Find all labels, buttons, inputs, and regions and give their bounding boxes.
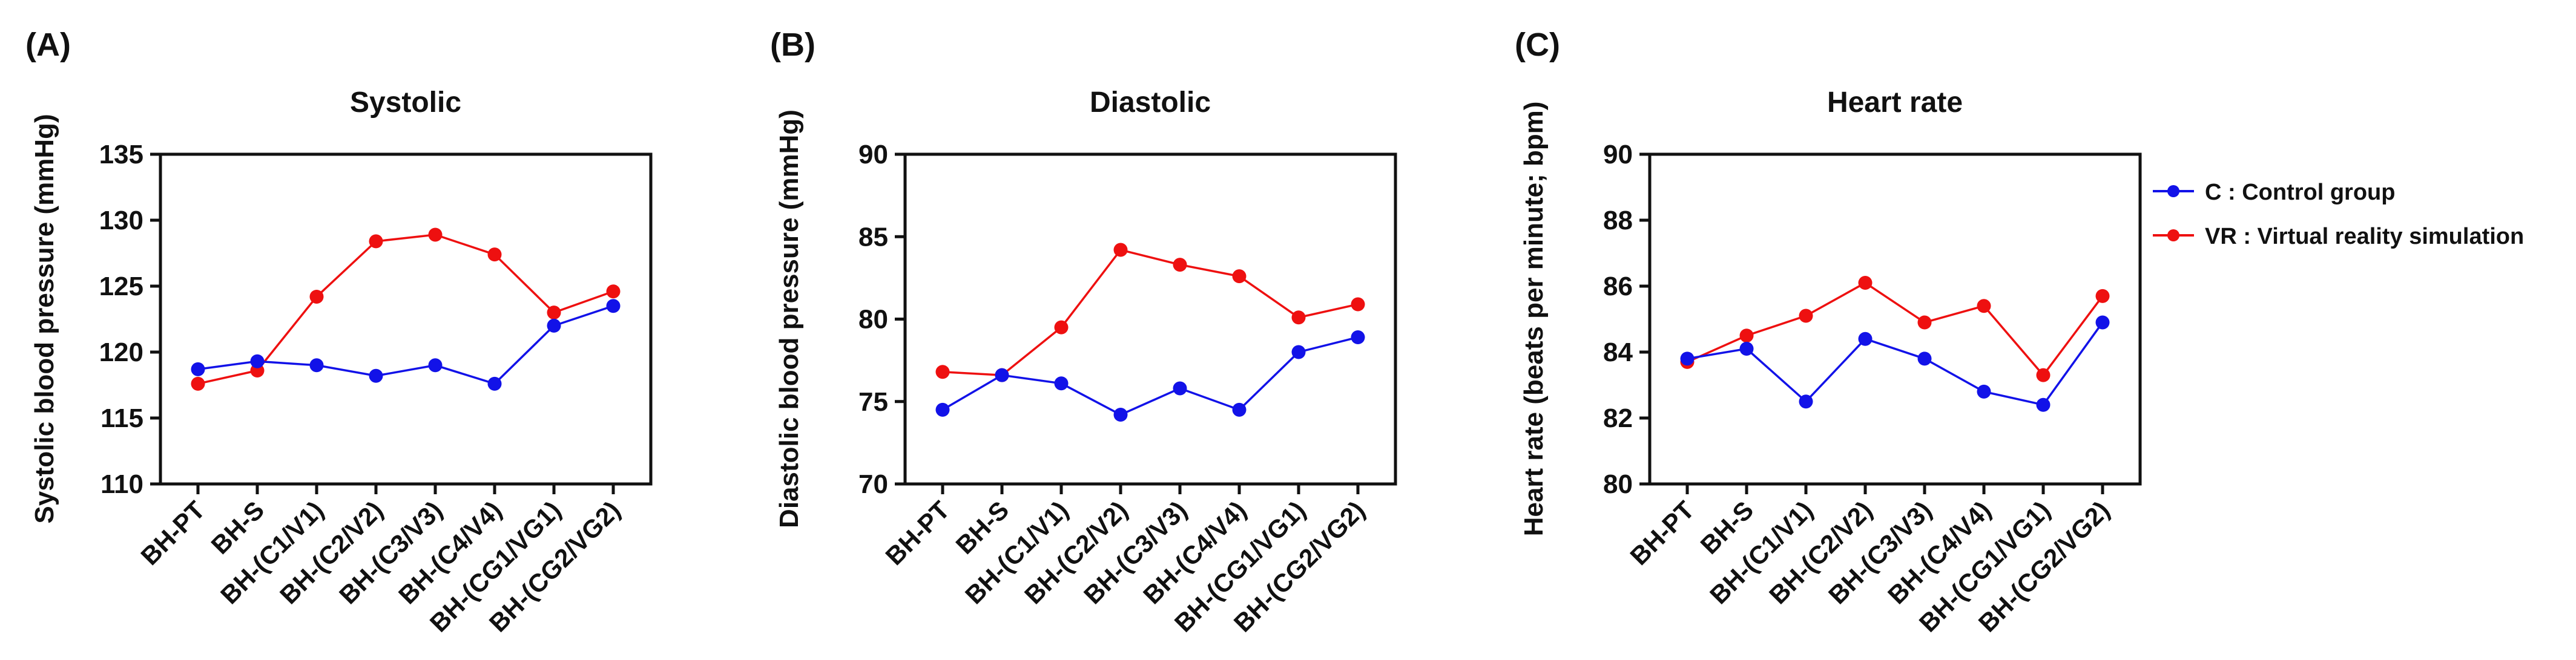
data-point [1113, 408, 1128, 422]
rendered-charts-layer: 110115120125130135BH-PTBH-SBH-(C1/V1)BH-… [99, 140, 2194, 638]
data-point [1173, 258, 1187, 272]
panel-b-label: (B) [770, 27, 815, 63]
legend [2153, 185, 2194, 241]
data-point [1054, 320, 1069, 335]
data-point [1858, 332, 1873, 346]
y-tick-label: 125 [99, 272, 143, 301]
plot-frame [159, 152, 653, 486]
legend-label-control-group: C : Control group [2205, 180, 2395, 205]
legend-marker-dot [2167, 229, 2179, 241]
data-point [1291, 310, 1306, 325]
data-point [995, 368, 1009, 382]
y-tick-label: 90 [1603, 140, 1633, 169]
data-point [428, 227, 443, 242]
x-tick-label: BH-PT [135, 495, 210, 570]
data-point [1799, 309, 1813, 323]
y-tick-label: 90 [858, 140, 888, 169]
chart-a-title: Systolic [350, 87, 461, 119]
data-point [2095, 315, 2110, 330]
chart-c-y-axis-title: Heart rate (beats per minute; bpm) [1519, 102, 1549, 537]
y-tick-label: 80 [858, 305, 888, 335]
y-tick-label: 120 [99, 338, 143, 367]
data-point [2036, 368, 2051, 382]
y-tick-label: 88 [1603, 206, 1633, 235]
data-point [191, 362, 205, 376]
y-tick-label: 82 [1603, 404, 1633, 433]
y-tick-label: 130 [99, 206, 143, 235]
data-point [2095, 289, 2110, 303]
data-point [1232, 402, 1247, 417]
y-tick-label: 84 [1603, 338, 1633, 367]
y-tick-label: 80 [1603, 469, 1633, 499]
legend-marker-dot [2167, 185, 2179, 197]
plot-frame [1648, 152, 2142, 486]
y-tick-label: 70 [858, 469, 888, 499]
panel-b-plot: 7075808590BH-PTBH-SBH-(C1/V1)BH-(C2/V2)B… [858, 140, 1397, 638]
panel-c-plot: 808284868890BH-PTBH-SBH-(C1/V1)BH-(C2/V2… [1603, 140, 2142, 638]
data-point [935, 402, 950, 417]
series-line-control [1687, 321, 2104, 407]
data-point [1680, 351, 1695, 366]
data-point [1858, 276, 1873, 290]
data-point [369, 368, 383, 383]
data-point [1977, 299, 1991, 313]
series-line-vr [1687, 281, 2104, 377]
data-point [547, 305, 561, 320]
x-tick-label: BH-PT [1624, 495, 1699, 570]
series-line-control [942, 336, 1359, 416]
data-point [1291, 345, 1306, 359]
data-point [1739, 328, 1754, 343]
data-point [1054, 376, 1069, 391]
series-line-vr [197, 234, 614, 385]
y-tick-label: 75 [858, 387, 888, 417]
series-line-control [197, 305, 614, 385]
y-tick-label: 86 [1603, 272, 1633, 301]
plot-frame [903, 152, 1397, 486]
chart-a-y-axis-title: Systolic blood pressure (mmHg) [30, 114, 59, 523]
data-point [1739, 342, 1754, 356]
data-point [1351, 297, 1365, 312]
y-tick-label: 115 [100, 404, 143, 433]
data-point [487, 376, 502, 391]
y-tick-label: 135 [99, 140, 143, 169]
series-line-vr [942, 249, 1359, 376]
data-point [487, 247, 502, 262]
data-point [309, 289, 324, 304]
data-point [1917, 315, 1932, 330]
x-tick-label: BH-PT [880, 495, 955, 570]
y-tick-label: 85 [858, 222, 888, 252]
data-point [191, 376, 205, 391]
data-point [369, 234, 383, 249]
panel-a-label: (A) [25, 27, 71, 63]
data-point [1173, 381, 1187, 396]
data-point [1232, 269, 1247, 284]
data-point [428, 358, 443, 373]
panel-a-plot: 110115120125130135BH-PTBH-SBH-(C1/V1)BH-… [99, 140, 653, 638]
legend-label-vr-simulation: VR : Virtual reality simulation [2205, 224, 2524, 249]
y-tick-label: 110 [100, 469, 143, 499]
chart-b-y-axis-title: Diastolic blood pressure (mmHg) [774, 109, 804, 528]
chart-b-title: Diastolic [1090, 87, 1211, 119]
chart-c-title: Heart rate [1827, 87, 1963, 119]
data-point [250, 354, 265, 368]
data-point [2036, 397, 2051, 412]
data-point [1351, 330, 1365, 344]
panel-c-label: (C) [1515, 27, 1560, 63]
data-point [1977, 384, 1991, 399]
data-point [309, 358, 324, 373]
data-point [606, 284, 621, 299]
data-point [606, 299, 621, 313]
data-point [935, 365, 950, 379]
data-point [547, 318, 561, 333]
data-point [1799, 394, 1813, 409]
data-point [1917, 351, 1932, 366]
data-point [1113, 243, 1128, 257]
